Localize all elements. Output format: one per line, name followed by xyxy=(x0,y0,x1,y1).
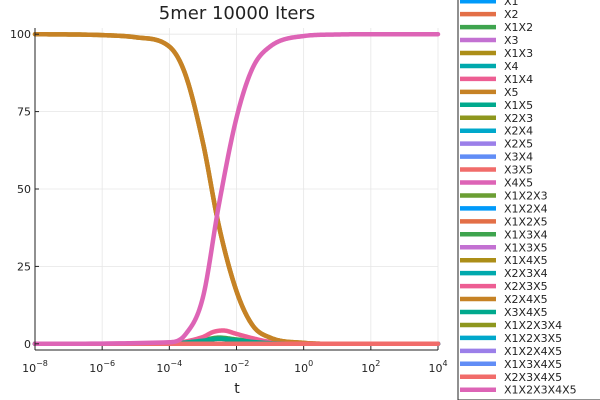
plot-area xyxy=(32,28,441,351)
legend-label: X2X4 xyxy=(504,125,533,138)
y-tick-label: 100 xyxy=(10,28,31,41)
legend-label: X1 xyxy=(504,0,519,8)
legend-label: X2X5 xyxy=(504,138,533,151)
legend-label: X1X4X5 xyxy=(504,254,548,267)
legend-label: X3X4 xyxy=(504,151,533,164)
legend-label: X1X2X3X5 xyxy=(504,332,562,345)
x-tick-label: 10−8 xyxy=(22,359,48,375)
legend-label: X1X2X3 xyxy=(504,189,548,202)
legend-label: X1X2X3X4 xyxy=(504,319,562,332)
x-tick-label: 10−4 xyxy=(156,359,182,375)
x-tick-label: 102 xyxy=(361,359,380,375)
axes xyxy=(34,28,439,351)
legend-label: X5 xyxy=(504,86,519,99)
legend-label: X2X3X4 xyxy=(504,267,548,280)
x-tick-label: 10−6 xyxy=(89,359,115,375)
legend-label: X2 xyxy=(504,8,519,21)
legend-label: X1X3 xyxy=(504,47,533,60)
y-tick-label: 50 xyxy=(17,183,31,196)
legend-label: X1X3X4 xyxy=(504,228,548,241)
chart-title: 5mer 10000 Iters xyxy=(159,3,315,24)
legend-label: X3X4X5 xyxy=(504,306,548,319)
legend-label: X1X2 xyxy=(504,21,533,34)
x-tick-labels: 10−8 10−6 10−4 10−2 100 102 104 xyxy=(22,359,447,375)
legend-label: X4X5 xyxy=(504,177,533,190)
legend-label: X1X5 xyxy=(504,99,533,112)
x-tick-label: 10−2 xyxy=(224,359,250,375)
x-tick-label: 104 xyxy=(428,359,447,375)
legend-label: X2X3X5 xyxy=(504,280,548,293)
legend-label: X2X4X5 xyxy=(504,293,548,306)
legend-label: X1X2X4 xyxy=(504,202,548,215)
x-axis-label: t xyxy=(234,381,240,397)
legend-label: X1X2X5 xyxy=(504,215,548,228)
legend-label: X1X2X4X5 xyxy=(504,345,562,358)
y-tick-label: 75 xyxy=(17,106,31,119)
y-tick-labels: 0 25 50 75 100 xyxy=(10,28,31,351)
series-line-x1x2x3x4x5 xyxy=(32,31,441,347)
legend-label: X4 xyxy=(504,60,519,73)
legend-label: X3X5 xyxy=(504,164,533,177)
legend-label: X1X3X4X5 xyxy=(504,358,562,371)
legend-label: X2X3 xyxy=(504,112,533,125)
y-tick-label: 25 xyxy=(17,260,31,273)
x-tick-label: 100 xyxy=(294,359,313,375)
legend-label: X1X4 xyxy=(504,73,533,86)
legend-label: X3 xyxy=(504,34,519,47)
legend-label: X1X2X3X4X5 xyxy=(504,384,577,397)
legend-label: X1X3X5 xyxy=(504,241,548,254)
legend-label: X2X3X4X5 xyxy=(504,371,562,384)
y-tick-label: 0 xyxy=(24,338,31,351)
legend: X1X2X1X2X3X1X3X4X1X4X5X1X5X2X3X2X4X2X5X3… xyxy=(457,0,600,400)
series-lines xyxy=(32,31,441,347)
